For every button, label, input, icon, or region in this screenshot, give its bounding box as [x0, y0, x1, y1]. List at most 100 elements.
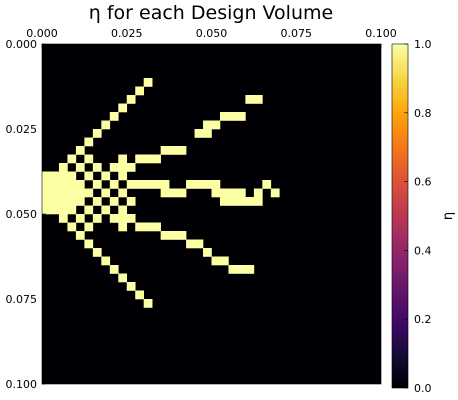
heatmap-cell [236, 188, 246, 198]
heatmap-cell [203, 180, 212, 189]
heatmap-cell [109, 265, 119, 274]
heatmap-cell [84, 205, 94, 215]
heatmap-cell [109, 214, 119, 223]
heatmap-cell [186, 239, 195, 249]
heatmap-cell [160, 188, 170, 198]
heatmap-cell [219, 188, 229, 198]
heatmap-cell [42, 180, 51, 189]
heatmap-cell [67, 205, 77, 215]
heatmap-cell [219, 256, 229, 266]
heatmap-cell [126, 95, 136, 104]
heatmap-cell [84, 239, 94, 249]
heatmap-cell [228, 188, 238, 198]
heatmap-cell [50, 171, 60, 181]
heatmap-cell [101, 171, 111, 181]
heatmap-cell [143, 78, 153, 87]
heatmap-cell [42, 171, 51, 181]
heatmap-cell [92, 214, 102, 223]
heatmap-cell [135, 180, 144, 189]
colorbar-frame [391, 43, 409, 389]
y-tick-label: 0.075 [6, 293, 38, 306]
x-tick-label: 0.025 [111, 27, 143, 40]
heatmap-cell [75, 188, 85, 198]
heatmap-cell [169, 188, 178, 198]
heatmap-cell [169, 146, 178, 155]
heatmap-cell [152, 154, 161, 164]
heatmap-cell [245, 95, 255, 104]
heatmap-cell [42, 205, 51, 215]
heatmap-cell [143, 299, 153, 308]
heatmap-cell [245, 265, 255, 274]
heatmap-cell [177, 146, 187, 155]
heatmap-cell [84, 171, 94, 181]
heatmap-cell [245, 197, 255, 206]
heatmap-cell [50, 205, 60, 215]
heatmap-cell [211, 188, 221, 198]
heatmap-cell [143, 154, 153, 164]
heatmap-cell [67, 222, 77, 232]
heatmap-cell [75, 197, 85, 206]
heatmap-cell [262, 180, 272, 189]
heatmap-cell [67, 180, 77, 189]
colorbar-tick-label: 0.0 [414, 382, 432, 395]
heatmap-cell [211, 256, 221, 266]
heatmap-cell [203, 248, 212, 257]
heatmap-cell [58, 214, 68, 223]
heatmap-cell [92, 163, 102, 172]
heatmap-cell [58, 197, 68, 206]
heatmap-cell [211, 180, 221, 189]
heatmap-cell [236, 112, 246, 121]
heatmap-cell [67, 154, 77, 164]
heatmap-cell [58, 163, 68, 172]
heatmap-cell [75, 146, 85, 155]
heatmap-cell [109, 180, 119, 189]
heatmap-cell [253, 197, 263, 206]
heatmap-cells [42, 78, 280, 308]
heatmap-cell [101, 120, 111, 130]
heatmap-cell [84, 154, 94, 164]
heatmap-cell [177, 188, 187, 198]
heatmap-cell [126, 214, 136, 223]
heatmap-cell [219, 197, 229, 206]
heatmap-cell [135, 290, 144, 300]
heatmap-cell [118, 222, 128, 232]
heatmap-cell [118, 273, 128, 283]
heatmap-cell [50, 197, 60, 206]
heatmap-cell [101, 188, 111, 198]
heatmap-cell [67, 197, 77, 206]
y-tick-label: 0.050 [6, 208, 38, 221]
heatmap-cell [194, 129, 204, 138]
heatmap-cell [58, 205, 68, 215]
heatmap-cell [228, 265, 238, 274]
x-tick-label: 0.050 [196, 27, 228, 40]
heatmap-cell [169, 231, 178, 240]
heatmap-cell [109, 112, 119, 121]
heatmap-cell [228, 112, 238, 121]
heatmap-cell [109, 197, 119, 206]
colorbar [392, 44, 408, 388]
colorbar-tick-label: 0.2 [414, 313, 432, 326]
heatmap-cell [58, 171, 68, 181]
heatmap-cell [50, 188, 60, 198]
heatmap-cell [143, 222, 153, 232]
heatmap-cell [236, 197, 246, 206]
heatmap-cell [143, 180, 153, 189]
heatmap-cell [118, 205, 128, 215]
heatmap-cell [118, 188, 128, 198]
y-axis-ticks: 0.000 0.025 0.050 0.075 0.100 [6, 38, 46, 391]
heatmap-cell [92, 197, 102, 206]
heatmap-cell [219, 112, 229, 121]
heatmap-cell [177, 231, 187, 240]
heatmap-cell [42, 188, 51, 198]
x-axis-ticks: 0.000 0.025 0.050 0.075 0.100 [26, 27, 397, 48]
heatmap-cell [75, 231, 85, 240]
heatmap-cell [126, 197, 136, 206]
colorbar-tick-label: 0.8 [414, 107, 432, 120]
heatmap-cell [75, 214, 85, 223]
heatmap-cell [253, 95, 263, 104]
heatmap-cell [92, 180, 102, 189]
heatmap-cell [101, 205, 111, 215]
heatmap-cell [186, 180, 195, 189]
heatmap-cell [75, 180, 85, 189]
heatmap-cell [84, 222, 94, 232]
